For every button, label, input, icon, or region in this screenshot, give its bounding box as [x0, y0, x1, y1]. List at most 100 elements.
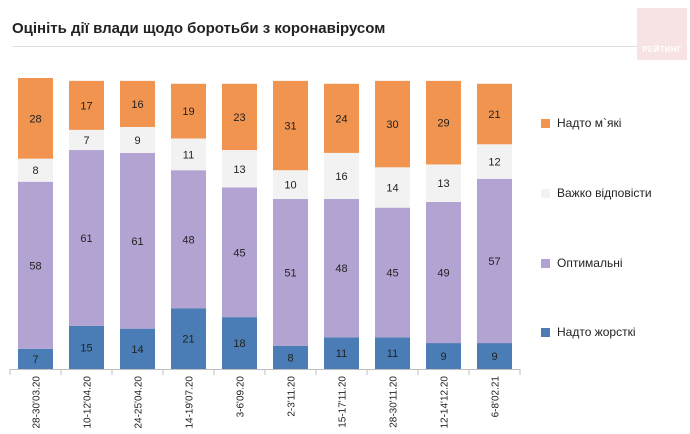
data-label: 14 [131, 344, 143, 356]
legend-swatch [541, 327, 550, 337]
legend-item: Надто м`які [541, 116, 621, 130]
data-label: 61 [80, 233, 92, 245]
bar-segment [273, 80, 308, 171]
data-label: 9 [134, 135, 140, 147]
bar-segment [222, 150, 257, 188]
data-label: 13 [437, 178, 449, 190]
bar-segment [324, 83, 359, 153]
bar-segment [324, 199, 359, 338]
bar-segment [18, 158, 53, 182]
bar-segment [375, 167, 410, 208]
legend-item: Важко відповісти [541, 186, 652, 200]
data-label: 17 [80, 100, 92, 112]
chart-title: Оцініть дії влади щодо боротьби з корона… [12, 20, 386, 37]
bar-segment [18, 78, 53, 159]
legend-label: Надто жорсткі [557, 325, 636, 339]
bar-segment [69, 129, 104, 151]
title-divider [12, 46, 668, 47]
bar-segment [273, 170, 308, 200]
bar-segment [375, 207, 410, 338]
legend-label: Надто м`які [557, 116, 622, 130]
data-label: 21 [488, 109, 500, 121]
bar-segment [375, 80, 410, 168]
data-label: 15 [80, 342, 92, 354]
data-label: 28 [29, 113, 41, 125]
x-tick-label: 15-17'11.20 [338, 376, 349, 428]
x-tick-label: 10-12'04.20 [83, 376, 94, 429]
x-tick-label: 14-19'07.20 [185, 376, 196, 429]
data-label: 10 [284, 180, 296, 192]
legend-label: Важко відповісти [557, 186, 652, 200]
data-label: 11 [387, 348, 398, 360]
legend-swatch [541, 188, 550, 198]
data-label: 19 [182, 106, 194, 118]
reyting-logo: РЕЙТИНГ [637, 8, 687, 60]
data-label: 48 [182, 234, 194, 246]
data-label: 11 [336, 348, 347, 360]
bar-segment [120, 126, 155, 153]
x-tick-label: 28-30'03.20 [32, 376, 43, 429]
legend-item: Оптимальні [541, 256, 623, 270]
data-label: 23 [233, 112, 245, 124]
data-label: 16 [131, 99, 143, 111]
data-label: 21 [182, 334, 194, 346]
data-label: 9 [491, 351, 497, 363]
legend-swatch [541, 258, 550, 268]
bar-segment [426, 343, 461, 369]
bar-segment [120, 328, 155, 369]
x-tick-label: 2-3'11.20 [287, 376, 298, 417]
bar-segment [171, 138, 206, 171]
data-label: 9 [440, 351, 446, 363]
bar-segment [426, 80, 461, 165]
bar-segment [69, 150, 104, 326]
data-label: 8 [32, 165, 38, 177]
legend-label: Оптимальні [557, 256, 623, 270]
bar-segment [324, 337, 359, 369]
x-tick-label: 24-25'04.20 [134, 376, 145, 429]
bar-segment [171, 170, 206, 309]
bar-segment [273, 199, 308, 346]
data-label: 12 [488, 157, 500, 169]
bar-segment [222, 83, 257, 151]
data-label: 45 [233, 247, 245, 259]
bar-segment [120, 80, 155, 127]
bar-segment [222, 317, 257, 369]
bar-segment [477, 83, 512, 145]
data-label: 29 [437, 118, 449, 130]
data-label: 14 [386, 182, 398, 194]
x-tick-label: 6-8'02.21 [491, 376, 502, 418]
data-label: 48 [335, 263, 347, 275]
data-label: 8 [287, 352, 293, 364]
data-label: 18 [233, 338, 245, 350]
data-label: 16 [335, 171, 347, 183]
data-label: 24 [335, 113, 347, 125]
logo-text: РЕЙТИНГ [642, 45, 682, 54]
legend-item: Надто жорсткі [541, 325, 636, 339]
bar-segment [120, 152, 155, 329]
x-tick-label: 28-30'11.20 [389, 376, 400, 428]
x-tick-label: 12-14'12.20 [440, 376, 451, 429]
bar-segment [171, 83, 206, 139]
data-label: 58 [29, 260, 41, 272]
data-label: 49 [437, 267, 449, 279]
data-label: 11 [183, 149, 194, 161]
bar-segment [273, 345, 308, 369]
data-label: 51 [284, 267, 296, 279]
bar-segment [171, 308, 206, 369]
bar-segment [18, 181, 53, 349]
data-label: 61 [131, 236, 143, 248]
bar-segment [324, 152, 359, 200]
bar-segment [375, 337, 410, 369]
data-label: 13 [233, 164, 245, 176]
bar-segment [477, 343, 512, 369]
bar-segment [222, 187, 257, 318]
bar-segment [69, 80, 104, 130]
data-label: 57 [488, 256, 500, 268]
data-label: 30 [386, 119, 398, 131]
bar-segment [426, 201, 461, 344]
x-tick-label: 3-6'09.20 [236, 376, 247, 418]
bar-segment [477, 144, 512, 179]
data-label: 7 [32, 354, 38, 366]
bar-segment [18, 348, 53, 369]
